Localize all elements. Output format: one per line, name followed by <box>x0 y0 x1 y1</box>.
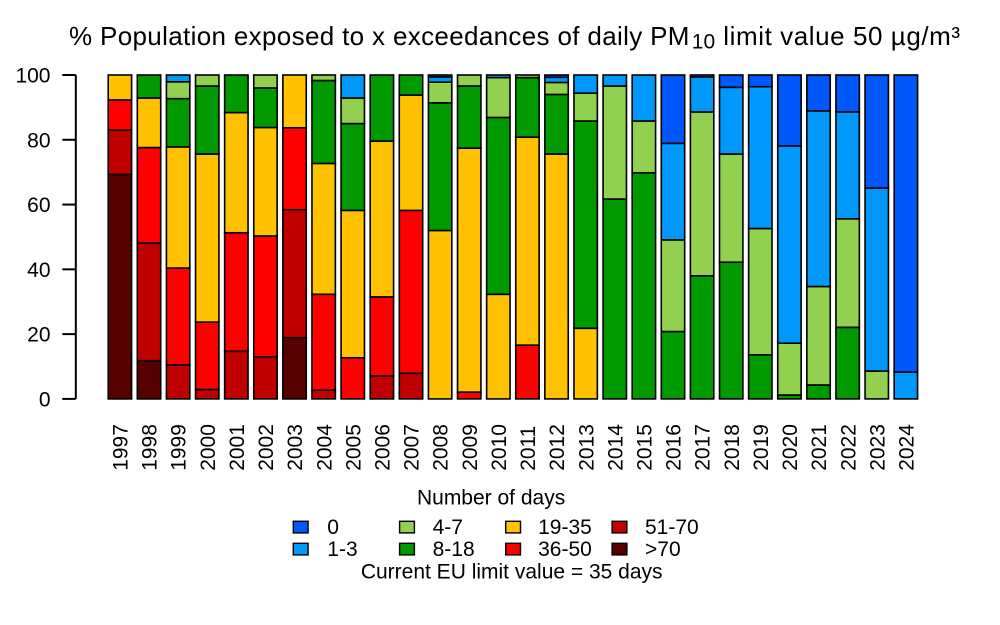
svg-text:40: 40 <box>27 259 50 282</box>
svg-text:2006: 2006 <box>371 424 394 471</box>
svg-text:2010: 2010 <box>488 424 511 471</box>
svg-text:limit value 50 µg/m³: limit value 50 µg/m³ <box>723 21 960 51</box>
svg-text:4-7: 4-7 <box>433 516 463 539</box>
svg-text:Current EU limit value = 35 da: Current EU limit value = 35 days <box>361 560 663 583</box>
svg-text:8-18: 8-18 <box>433 538 475 561</box>
svg-text:2019: 2019 <box>750 424 773 471</box>
svg-text:Number of days: Number of days <box>417 487 565 510</box>
svg-text:19-35: 19-35 <box>538 516 592 539</box>
svg-text:2004: 2004 <box>313 424 336 471</box>
svg-text:2024: 2024 <box>895 424 918 471</box>
svg-text:2018: 2018 <box>721 424 744 471</box>
svg-text:2012: 2012 <box>546 424 569 471</box>
svg-text:2000: 2000 <box>197 424 220 471</box>
svg-text:2011: 2011 <box>517 426 540 471</box>
svg-text:2002: 2002 <box>255 424 278 471</box>
svg-text:2015: 2015 <box>633 424 656 471</box>
svg-text:2008: 2008 <box>430 424 453 471</box>
svg-text:2007: 2007 <box>401 424 424 471</box>
svg-text:2023: 2023 <box>866 424 889 471</box>
svg-text:100: 100 <box>15 65 50 88</box>
svg-text:2020: 2020 <box>779 424 802 471</box>
svg-text:20: 20 <box>27 324 50 347</box>
svg-text:2021: 2021 <box>808 424 831 471</box>
svg-text:2003: 2003 <box>284 424 307 471</box>
svg-text:0: 0 <box>39 389 51 412</box>
svg-text:1997: 1997 <box>110 424 133 471</box>
svg-text:0: 0 <box>327 516 339 539</box>
svg-text:2013: 2013 <box>575 424 598 471</box>
svg-text:51-70: 51-70 <box>645 516 699 539</box>
svg-text:2005: 2005 <box>342 424 365 471</box>
svg-text:2016: 2016 <box>663 424 686 471</box>
svg-text:80: 80 <box>27 129 50 152</box>
svg-text:2009: 2009 <box>459 424 482 471</box>
svg-text:10: 10 <box>692 31 715 54</box>
svg-text:36-50: 36-50 <box>538 538 592 561</box>
svg-text:2022: 2022 <box>837 424 860 471</box>
svg-text:>70: >70 <box>645 538 681 561</box>
svg-text:1-3: 1-3 <box>327 538 357 561</box>
svg-text:60: 60 <box>27 194 50 217</box>
svg-text:1999: 1999 <box>168 424 191 471</box>
svg-text:% Population exposed to x exce: % Population exposed to x exceedances of… <box>69 21 690 51</box>
svg-text:1998: 1998 <box>139 424 162 471</box>
svg-text:2014: 2014 <box>604 424 627 471</box>
svg-text:2017: 2017 <box>692 424 715 471</box>
svg-text:2001: 2001 <box>226 424 249 471</box>
